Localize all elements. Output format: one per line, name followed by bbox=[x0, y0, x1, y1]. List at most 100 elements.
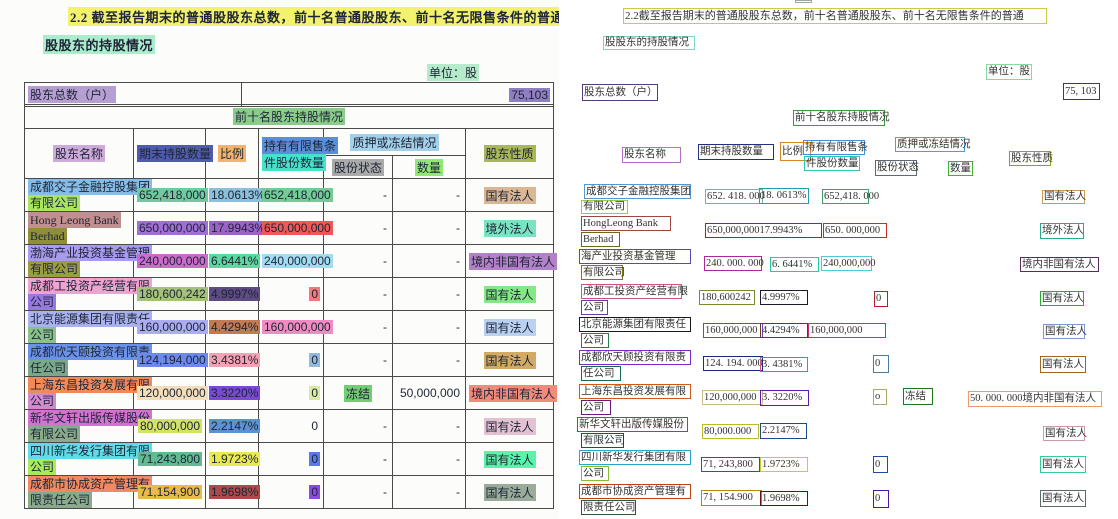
header-pct-label: 比例 bbox=[217, 145, 246, 162]
ocr-text-box: 上海东昌投资发展有限 bbox=[579, 384, 691, 399]
nature-cell: 国有法人 bbox=[464, 343, 555, 377]
ocr-text-box: 50. 000. 000境内非国有法人 bbox=[968, 391, 1102, 407]
ocr-header: 期末持股数量 bbox=[698, 144, 774, 160]
header-restricted-line1: 持有有限售条 bbox=[262, 136, 339, 154]
shareholder-row: 北京能源集团有限责任 公司 160,000,000 4.4294% 160,000,00… bbox=[24, 310, 555, 344]
shareholder-name-line: 新华文轩出版传媒股份 bbox=[28, 410, 153, 426]
highlighted-text: 0 bbox=[309, 385, 320, 400]
amount-cell: - bbox=[392, 409, 466, 443]
ocr-header: 数量 bbox=[948, 161, 973, 176]
highlighted-text: - bbox=[383, 220, 387, 235]
shareholder-name-line: 公司 bbox=[28, 459, 130, 475]
highlighted-text: - bbox=[456, 352, 460, 367]
highlighted-text: 公司 bbox=[28, 459, 57, 475]
ocr-text-box: 0 bbox=[873, 490, 889, 508]
highlighted-text: 50,000,000 bbox=[399, 385, 460, 400]
ocr-text-box: 3. 3220% bbox=[760, 390, 809, 406]
highlighted-text: 公司 bbox=[28, 393, 57, 409]
ocr-text-box: 240. 000. 000 bbox=[704, 256, 764, 271]
shareholder-name-cell: 四川新华发行集团有限 公司 bbox=[24, 442, 153, 476]
highlighted-text: 650,000,000 bbox=[262, 220, 333, 235]
ocr-text-box: 成都工投资产经营有限 bbox=[581, 284, 688, 299]
highlighted-text: 1.9698% bbox=[209, 484, 261, 499]
shareholder-total-label-cell: 股东总数（户） bbox=[25, 83, 241, 106]
highlighted-text: 国有法人 bbox=[483, 417, 536, 435]
ocr-text-box: 650. 000,000 bbox=[823, 223, 887, 238]
highlighted-text: 1.9723% bbox=[209, 451, 261, 466]
ocr-unit: 单位：股 bbox=[986, 64, 1032, 80]
highlighted-text: 国有法人 bbox=[483, 186, 536, 204]
highlighted-text: - bbox=[383, 451, 387, 466]
shareholder-name-cell: 成都工投资产经营有限 公司 bbox=[24, 277, 153, 311]
ocr-text-box: 境外法人 bbox=[1040, 223, 1084, 239]
shareholder-row: 成都工投资产经营有限 公司 180,600,242 4.9997% 0- - 国有法人 bbox=[24, 277, 555, 311]
ocr-text-box: 成都市协成资产管理有 bbox=[579, 484, 691, 499]
pct-cell: 18.0613% bbox=[205, 178, 268, 212]
shareholder-row: 成都欣天颐投资有限责 任公司 124,194,000 3.4381% 0- - 国有法人 bbox=[24, 343, 555, 377]
ocr-text-box: 成都欣天顾投资有限责 bbox=[579, 350, 691, 365]
ocr-text-box: 国有法人 bbox=[1040, 490, 1086, 507]
ocr-header: 股东性质 bbox=[1009, 151, 1053, 166]
highlighted-text: 71,154,900 bbox=[137, 484, 202, 499]
ocr-header: 件股份数量 bbox=[804, 156, 860, 171]
shareholder-name-line: 有限公司 bbox=[28, 261, 130, 277]
highlighted-text: 652,418,000 bbox=[262, 187, 333, 202]
highlighted-text: - bbox=[456, 253, 460, 268]
shareholder-name-line: 上海东昌投资发展有限 bbox=[28, 377, 153, 393]
header-share-status-label: 股份状态 bbox=[331, 158, 384, 176]
top-shareholders-table: 前十名股东持股情况 股东名称 期末持股数量 比例 持有有限售条 件股份数量 质押… bbox=[23, 104, 558, 509]
shareholder-name-cell: 北京能源集团有限责任 公司 bbox=[24, 310, 153, 344]
highlighted-text: - bbox=[383, 286, 387, 301]
highlighted-text: - bbox=[456, 187, 460, 202]
restricted-cell: 0 bbox=[258, 475, 324, 509]
highlighted-text: 80,000,000 bbox=[137, 418, 202, 433]
highlighted-text: 境外法人 bbox=[483, 219, 536, 237]
ocr-text-box: 公司 bbox=[581, 300, 608, 315]
shareholder-name-line: 限责任公司 bbox=[28, 492, 130, 508]
header-name: 股东名称 bbox=[24, 128, 134, 179]
highlighted-text: 渤海产业投资基金管理 bbox=[28, 245, 153, 261]
ocr-text-box: 160,000,000 bbox=[703, 323, 763, 338]
ocr-text-box: 国有法人 bbox=[1040, 356, 1086, 373]
ocr-text-box: 4.4294% bbox=[760, 323, 808, 338]
share-status-cell: - bbox=[323, 409, 393, 443]
shareholder-total-value-cell: 75,103 bbox=[241, 83, 553, 106]
shareholder-name-line: 成都交子金融控股集团 bbox=[28, 179, 153, 195]
highlighted-text: 240,000,000 bbox=[262, 253, 333, 268]
ocr-text-box: 有限公司 bbox=[581, 433, 625, 448]
amount-cell: - bbox=[392, 211, 466, 245]
highlighted-text: 国有法人 bbox=[483, 318, 536, 336]
shareholder-name-line: 北京能源集团有限责任 bbox=[28, 311, 153, 327]
ocr-header: 持有有限售条 bbox=[803, 140, 868, 155]
pct-cell: 1.9698% bbox=[205, 475, 261, 509]
highlighted-text: 上海东昌投资发展有限 bbox=[28, 377, 153, 393]
highlighted-text: - bbox=[383, 187, 387, 202]
qty-cell: 80,000,000 bbox=[133, 409, 206, 443]
header-qty-label: 期末持股数量 bbox=[137, 145, 214, 162]
share-status-cell: - bbox=[323, 442, 393, 476]
shareholder-name-line: Berhad bbox=[28, 228, 130, 244]
pct-cell: 3.3220% bbox=[205, 376, 261, 410]
highlighted-text: 6.6441% bbox=[209, 253, 261, 268]
highlighted-text: - bbox=[383, 352, 387, 367]
highlighted-text: 国有法人 bbox=[483, 483, 536, 501]
header-qty: 期末持股数量 bbox=[133, 128, 214, 179]
ocr-text-box: 120,000,000 bbox=[702, 390, 763, 405]
highlighted-text: 71,243,800 bbox=[137, 451, 202, 466]
share-status-cell: - bbox=[323, 244, 393, 278]
header-pct: 比例 bbox=[205, 128, 259, 179]
shareholder-row: 成都交子金融控股集团 有限公司 652,418,000 18.0613% 652,418… bbox=[24, 178, 555, 212]
ocr-text-box: 1.9698% bbox=[760, 491, 808, 506]
restricted-cell: 650,000,000 bbox=[258, 211, 333, 245]
header-restricted: 持有有限售条 件股份数量 bbox=[258, 128, 339, 179]
highlighted-text: - bbox=[383, 253, 387, 268]
nature-cell: 国有法人 bbox=[464, 442, 555, 476]
highlighted-text: 成都工投资产经营有限 bbox=[28, 278, 153, 294]
highlighted-text: 成都欣天颐投资有限责 bbox=[28, 344, 153, 360]
nature-cell: 国有法人 bbox=[464, 475, 555, 509]
shareholder-name-cell: 渤海产业投资基金管理 有限公司 bbox=[24, 244, 153, 278]
amount-cell: - bbox=[392, 310, 466, 344]
share-status-cell: - bbox=[323, 343, 393, 377]
highlighted-text: 3.4381% bbox=[209, 352, 261, 367]
ocr-text-box: 国有法人 bbox=[1042, 190, 1086, 204]
